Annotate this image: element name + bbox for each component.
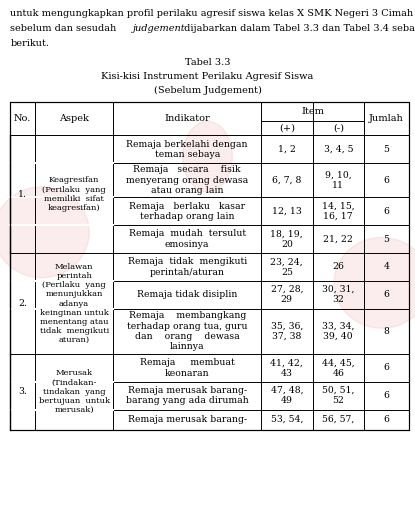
Text: Kisi-kisi Instrument Perilaku Agresif Siswa: Kisi-kisi Instrument Perilaku Agresif Si…	[101, 72, 314, 81]
Text: Remaja berkelahi dengan
teman sebaya: Remaja berkelahi dengan teman sebaya	[127, 139, 248, 159]
Text: 50, 51,
52: 50, 51, 52	[322, 386, 354, 406]
Text: Merusak
(Tindakan-
tindakan  yang
bertujuan  untuk
merusak): Merusak (Tindakan- tindakan yang bertuju…	[39, 370, 110, 414]
Text: 3.: 3.	[18, 387, 27, 396]
Text: 9, 10,
11: 9, 10, 11	[325, 171, 352, 190]
Text: Remaja    membangkang
terhadap orang tua, guru
dan    orang    dewasa
lainnya: Remaja membangkang terhadap orang tua, g…	[127, 311, 247, 351]
Text: 2.: 2.	[18, 299, 27, 308]
Text: (+): (+)	[279, 124, 295, 133]
Text: 6: 6	[383, 391, 389, 400]
Text: sebelum dan sesudah: sebelum dan sesudah	[10, 24, 120, 33]
Text: 1.: 1.	[18, 190, 27, 198]
Text: 44, 45,
46: 44, 45, 46	[322, 358, 354, 378]
Text: (Sebelum Judgement): (Sebelum Judgement)	[154, 86, 261, 95]
Text: 26: 26	[332, 263, 344, 271]
Text: 6, 7, 8: 6, 7, 8	[272, 176, 301, 185]
Text: Remaja  tidak  mengikuti
perintah/aturan: Remaja tidak mengikuti perintah/aturan	[127, 257, 247, 277]
Text: Melawan
perintah
(Perilaku  yang
menunjukkan
adanya
keinginan untuk
menentang at: Melawan perintah (Perilaku yang menunjuk…	[39, 263, 109, 344]
Text: Remaja     membuat
keonaran: Remaja membuat keonaran	[140, 358, 234, 378]
Text: Remaja merusak barang-: Remaja merusak barang-	[128, 415, 247, 424]
Text: No.: No.	[14, 114, 32, 123]
Text: 27, 28,
29: 27, 28, 29	[271, 285, 303, 305]
Text: 6: 6	[383, 415, 389, 424]
Text: 6: 6	[383, 364, 389, 372]
Text: Keagresifan
(Perilaku  yang
memiliki  sifat
keagresifan): Keagresifan (Perilaku yang memiliki sifa…	[42, 176, 106, 212]
Text: 6: 6	[383, 176, 389, 185]
Text: 5: 5	[383, 235, 389, 243]
Ellipse shape	[183, 121, 232, 192]
Text: 4: 4	[383, 263, 389, 271]
Text: 21, 22: 21, 22	[323, 235, 353, 243]
Text: 18, 19,
20: 18, 19, 20	[271, 229, 303, 249]
Text: untuk mengungkapkan profil perilaku agresif siswa kelas X SMK Negeri 3 Cimah: untuk mengungkapkan profil perilaku agre…	[10, 9, 413, 18]
Text: Indikator: Indikator	[164, 114, 210, 123]
Text: Remaja merusak barang-
barang yang ada dirumah: Remaja merusak barang- barang yang ada d…	[126, 386, 249, 406]
Ellipse shape	[0, 187, 89, 278]
Text: Remaja   berlaku   kasar
terhadap orang lain: Remaja berlaku kasar terhadap orang lain	[129, 201, 245, 221]
Text: 8: 8	[383, 327, 389, 336]
Text: 35, 36,
37, 38: 35, 36, 37, 38	[271, 322, 303, 341]
Text: Jumlah: Jumlah	[369, 114, 404, 123]
Bar	[10, 102, 409, 430]
Text: 30, 31,
32: 30, 31, 32	[322, 285, 354, 305]
Text: 1, 2: 1, 2	[278, 145, 296, 154]
Text: 33, 34,
39, 40: 33, 34, 39, 40	[322, 322, 354, 341]
Text: Aspek: Aspek	[59, 114, 89, 123]
Text: 6: 6	[383, 290, 389, 299]
Text: 23, 24,
25: 23, 24, 25	[271, 257, 303, 277]
Text: dijabarkan dalam Tabel 3.3 dan Tabel 3.4 sebagai: dijabarkan dalam Tabel 3.3 dan Tabel 3.4…	[181, 24, 415, 33]
Text: 14, 15,
16, 17: 14, 15, 16, 17	[322, 201, 354, 221]
Text: 12, 13: 12, 13	[272, 207, 302, 216]
Text: 41, 42,
43: 41, 42, 43	[271, 358, 303, 378]
Text: (-): (-)	[333, 124, 344, 133]
Text: 3, 4, 5: 3, 4, 5	[324, 145, 353, 154]
Text: Tabel 3.3: Tabel 3.3	[185, 58, 230, 67]
Text: Remaja   secara    fisik
menyerang orang dewasa
atau orang lain: Remaja secara fisik menyerang orang dewa…	[126, 165, 248, 195]
Text: 53, 54,: 53, 54,	[271, 415, 303, 424]
Text: berikut.: berikut.	[10, 39, 49, 48]
Text: judgement: judgement	[133, 24, 186, 33]
Text: 5: 5	[383, 145, 389, 154]
Text: Remaja  mudah  tersulut
emosinya: Remaja mudah tersulut emosinya	[129, 229, 246, 249]
Text: Remaja tidak disiplin: Remaja tidak disiplin	[137, 290, 237, 299]
Ellipse shape	[334, 237, 415, 328]
Text: Item: Item	[301, 107, 324, 116]
Text: 6: 6	[383, 207, 389, 216]
Text: 56, 57,: 56, 57,	[322, 415, 354, 424]
Text: 47, 48,
49: 47, 48, 49	[271, 386, 303, 406]
